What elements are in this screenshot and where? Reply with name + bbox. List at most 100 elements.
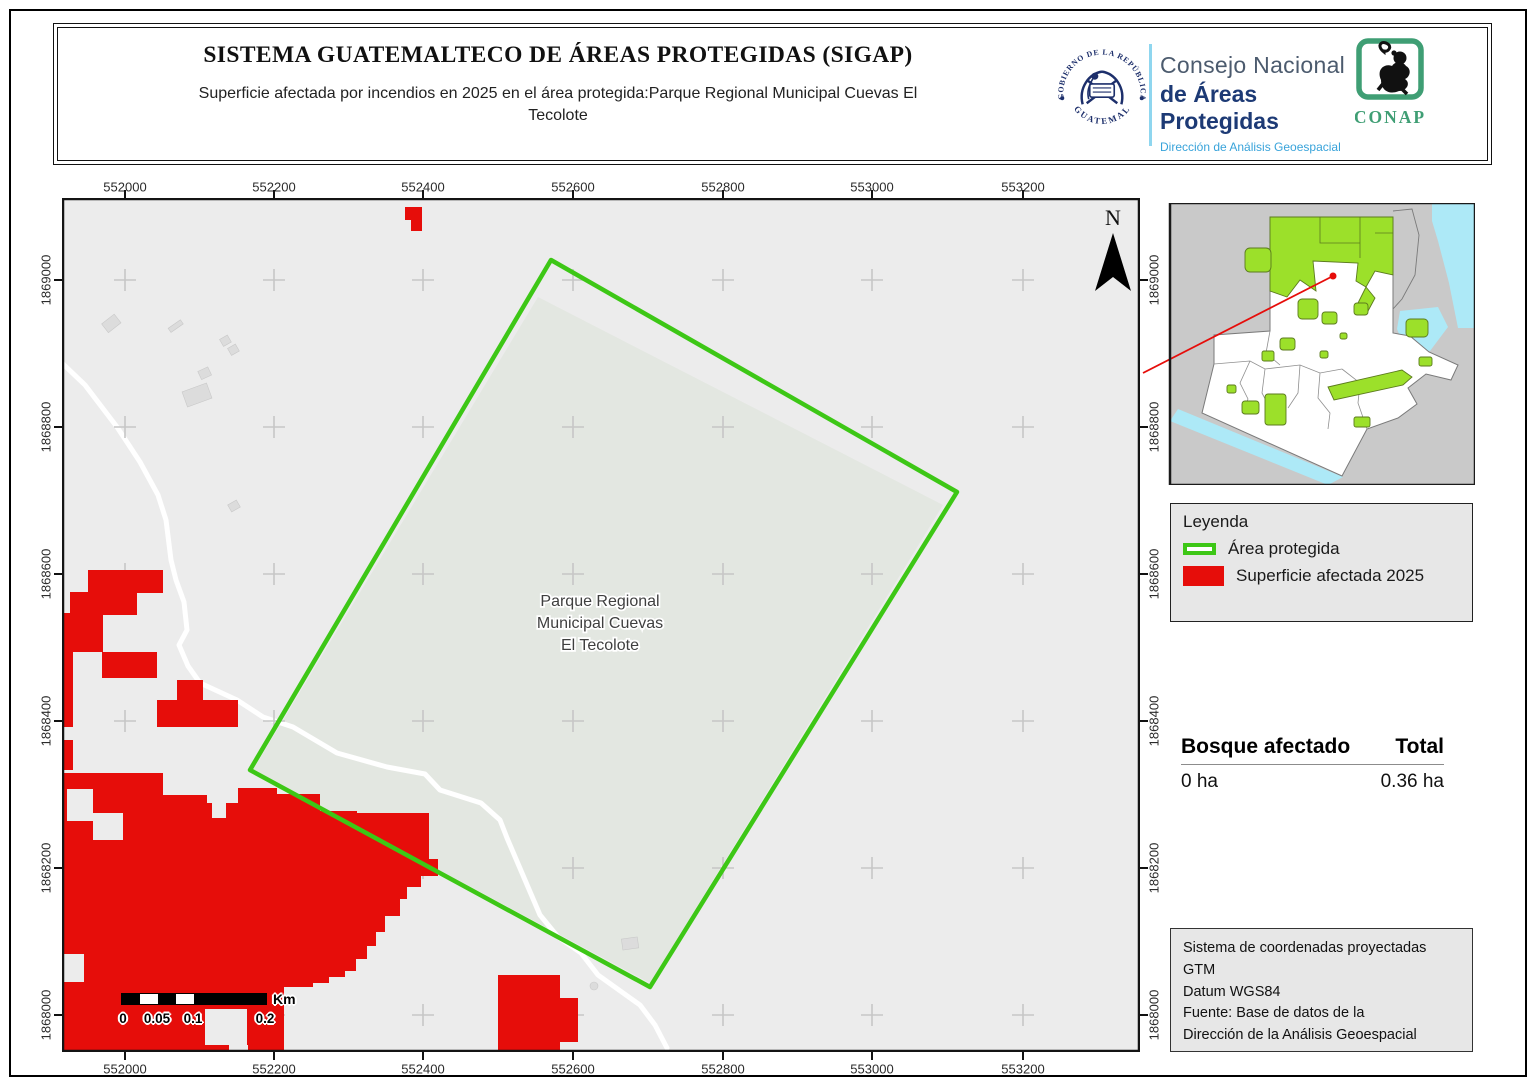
locator-dot (1329, 272, 1337, 280)
axis-tick (1022, 1052, 1024, 1060)
building-footprints (101, 313, 640, 991)
axis-tick-label: 552600 (551, 1061, 595, 1077)
axis-tick-label: 552800 (701, 1061, 745, 1077)
map-frame (62, 198, 1140, 1052)
locator-leader-line (1142, 275, 1334, 374)
conap-monkey-icon: CONAP (1354, 38, 1425, 127)
legend-item-burned-area: Superficie afectada 2025 (1183, 566, 1460, 586)
axis-tick-label: 1868800 (38, 401, 54, 453)
axis-tick-label: 552200 (252, 1061, 296, 1077)
main-map: Parque Regional Municipal Cuevas El Teco… (62, 198, 1140, 1052)
scalebar-tick-0: 0 (119, 1011, 127, 1026)
axis-tick-label: 552400 (401, 179, 445, 195)
axis-tick (1140, 1014, 1148, 1016)
axis-tick-label: 552000 (103, 179, 147, 195)
north-arrow: N (1093, 205, 1133, 291)
axis-tick-label: 1868000 (38, 989, 54, 1041)
protected-areas-inset (1226, 216, 1433, 428)
axis-tick-label: 553000 (850, 179, 894, 195)
stats-header-left: Bosque afectado (1181, 735, 1351, 758)
axis-tick (1140, 867, 1148, 869)
axis-tick-label: 1869000 (38, 254, 54, 306)
axis-tick (572, 1052, 574, 1060)
caribbean-sea (1432, 203, 1475, 328)
axis-tick-label: 1868400 (38, 695, 54, 747)
protected-area-outline (247, 257, 960, 990)
axis-tick (273, 1052, 275, 1060)
header: SISTEMA GUATEMALTECO DE ÁREAS PROTEGIDAS… (53, 23, 1492, 165)
axis-tick (54, 1014, 62, 1016)
inset-green-subdivisions (1319, 217, 1393, 258)
axis-tick-label: 553200 (1001, 179, 1045, 195)
axis-tick (871, 190, 873, 198)
axis-tick (54, 573, 62, 575)
scalebar-unit: Km (273, 991, 296, 1007)
legend: Leyenda Área protegida Superficie afecta… (1170, 503, 1473, 622)
svg-text:Municipal Cuevas: Municipal Cuevas (537, 615, 663, 632)
axis-tick (54, 867, 62, 869)
header-divider (1149, 44, 1152, 146)
title-block: SISTEMA GUATEMALTECO DE ÁREAS PROTEGIDAS… (98, 42, 1018, 126)
svg-text:Parque Regional: Parque Regional (540, 593, 659, 610)
legend-title: Leyenda (1183, 512, 1249, 531)
burned-forest-stats: Bosque afectado Total 0 ha 0.36 ha (1181, 735, 1444, 793)
north-label: N (1105, 205, 1121, 230)
protected-area-label: Parque Regional Municipal Cuevas El Teco… (535, 591, 665, 656)
guatemala-locator-map (1142, 203, 1475, 485)
axis-tick-label: 1868400 (1146, 695, 1162, 747)
stats-value-right: 0.36 ha (1380, 771, 1444, 792)
axis-tick-label: 552600 (551, 179, 595, 195)
axis-tick (273, 190, 275, 198)
axis-tick (1140, 279, 1148, 281)
axis-tick (1140, 573, 1148, 575)
axis-tick-label: 552800 (701, 179, 745, 195)
axis-tick-label: 552400 (401, 1061, 445, 1077)
conap-wordmark: Consejo Nacional de Áreas Protegidas Dir… (1160, 52, 1360, 154)
guatemala-government-seal-icon: GOBIERNO DE LA REPÚBLICA GUATEMALA (1051, 39, 1151, 139)
protected-area-fill (253, 297, 943, 983)
burned-area-2025 (62, 207, 578, 1052)
axis-tick (722, 190, 724, 198)
org-name-line2: de Áreas Protegidas (1160, 81, 1279, 134)
axis-tick (1140, 720, 1148, 722)
axis-tick-label: 1868000 (1146, 989, 1162, 1041)
coordinate-system-info: Sistema de coordenadas proyectadas GTM D… (1170, 928, 1473, 1052)
axis-tick (422, 190, 424, 198)
stats-header-right: Total (1395, 735, 1444, 758)
axis-tick-label: 1868200 (38, 842, 54, 894)
axis-tick-label: 553000 (850, 1061, 894, 1077)
page-title: SISTEMA GUATEMALTECO DE ÁREAS PROTEGIDAS… (203, 42, 913, 68)
conap-label: CONAP (1355, 107, 1425, 127)
axis-tick (722, 1052, 724, 1060)
org-name-line1: Consejo Nacional (1160, 52, 1346, 78)
axis-tick (422, 1052, 424, 1060)
page-subtitle: Superficie afectada por incendios en 202… (198, 85, 918, 124)
axis-tick-label: 1868600 (1146, 548, 1162, 600)
axis-tick (1140, 426, 1148, 428)
stats-divider (1181, 764, 1444, 765)
scalebar-tick-02: 0.2 (255, 1011, 275, 1026)
axis-tick (54, 426, 62, 428)
pacific-ocean (1170, 409, 1343, 485)
inset-frame (1168, 203, 1475, 485)
axis-tick-label: 553200 (1001, 1061, 1045, 1077)
legend-item-protected-area: Área protegida (1183, 539, 1460, 559)
axis-tick (54, 279, 62, 281)
svg-text:El Tecolote: El Tecolote (561, 637, 639, 654)
burned-area-swatch (1183, 566, 1224, 586)
burned-area-gaps (62, 789, 248, 1052)
scalebar-tick-005: 0.05 (143, 1011, 171, 1026)
north-arrow-icon (1095, 233, 1131, 291)
protected-area-swatch (1183, 543, 1216, 555)
axis-tick (124, 1052, 126, 1060)
scalebar-tick-01: 0.1 (183, 1011, 203, 1026)
axis-tick-label: 1868200 (1146, 842, 1162, 894)
belize-border (1392, 208, 1420, 310)
axis-tick-label: 552200 (252, 179, 296, 195)
axis-tick-label: 552000 (103, 1061, 147, 1077)
axis-tick (871, 1052, 873, 1060)
conap-logo: CONAP (1354, 38, 1427, 135)
seal-emblem (1080, 70, 1124, 105)
axis-tick (572, 190, 574, 198)
